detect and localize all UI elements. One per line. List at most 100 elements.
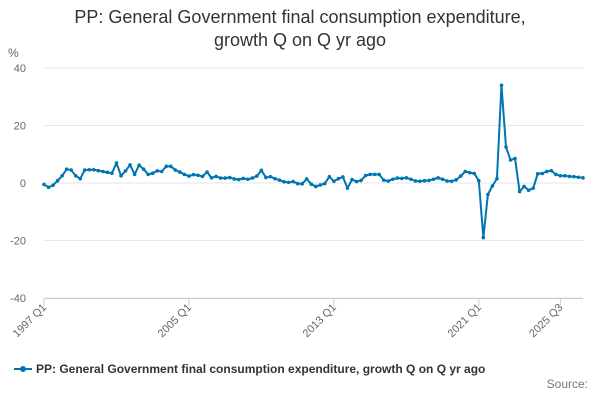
data-point[interactable] <box>490 184 495 188</box>
data-point[interactable] <box>572 174 576 179</box>
data-point[interactable] <box>332 179 336 184</box>
data-point[interactable] <box>92 167 96 172</box>
data-point[interactable] <box>440 177 445 182</box>
data-point[interactable] <box>477 178 481 183</box>
data-point[interactable] <box>377 172 381 177</box>
data-point[interactable] <box>178 170 182 174</box>
data-point[interactable] <box>96 168 101 173</box>
data-point[interactable] <box>313 184 318 189</box>
data-point[interactable] <box>345 186 350 190</box>
data-point[interactable] <box>295 181 300 186</box>
data-point[interactable] <box>463 169 468 174</box>
data-point[interactable] <box>259 168 264 173</box>
data-point[interactable] <box>255 174 259 178</box>
data-point[interactable] <box>558 174 563 178</box>
data-point[interactable] <box>273 176 277 181</box>
data-point[interactable] <box>409 177 413 182</box>
data-point[interactable] <box>404 176 409 180</box>
data-point[interactable] <box>413 179 418 183</box>
data-point[interactable] <box>567 174 572 179</box>
data-point[interactable] <box>119 174 123 178</box>
data-point[interactable] <box>282 180 286 184</box>
data-point[interactable] <box>576 175 581 180</box>
data-point[interactable] <box>277 178 282 182</box>
data-point[interactable] <box>123 169 128 173</box>
data-point[interactable] <box>173 168 178 172</box>
data-point[interactable] <box>445 179 449 183</box>
data-point[interactable] <box>137 163 141 167</box>
data-point[interactable] <box>82 168 87 172</box>
data-point[interactable] <box>196 173 200 178</box>
data-point[interactable] <box>69 168 73 172</box>
data-point[interactable] <box>467 170 472 175</box>
data-point[interactable] <box>508 158 513 162</box>
data-point[interactable] <box>363 173 368 178</box>
data-point[interactable] <box>472 171 477 176</box>
data-point[interactable] <box>128 163 132 167</box>
legend[interactable]: PP: General Government final consumption… <box>14 362 485 376</box>
data-point[interactable] <box>341 175 345 179</box>
data-point[interactable] <box>400 176 404 181</box>
data-point[interactable] <box>554 172 558 177</box>
data-point[interactable] <box>517 189 522 194</box>
data-point[interactable] <box>309 182 314 186</box>
data-point[interactable] <box>395 176 400 180</box>
data-point[interactable] <box>458 174 463 178</box>
data-point[interactable] <box>264 175 268 180</box>
data-point[interactable] <box>535 172 540 176</box>
data-point[interactable] <box>544 169 549 174</box>
data-point[interactable] <box>250 176 255 180</box>
data-point[interactable] <box>318 183 323 187</box>
data-point[interactable] <box>101 169 105 174</box>
data-point[interactable] <box>246 177 250 182</box>
data-point[interactable] <box>191 172 196 177</box>
data-point[interactable] <box>105 170 110 175</box>
data-point[interactable] <box>381 178 386 182</box>
data-point[interactable] <box>110 171 114 176</box>
data-point[interactable] <box>78 176 83 181</box>
data-point[interactable] <box>336 176 341 181</box>
data-point[interactable] <box>87 167 92 172</box>
data-point[interactable] <box>232 177 237 181</box>
data-point[interactable] <box>499 83 504 88</box>
data-point[interactable] <box>504 145 508 149</box>
data-point[interactable] <box>422 178 427 183</box>
data-point[interactable] <box>200 174 205 179</box>
data-point[interactable] <box>60 174 64 178</box>
data-point[interactable] <box>214 174 218 179</box>
data-point[interactable] <box>42 182 46 187</box>
data-point[interactable] <box>563 174 567 178</box>
data-point[interactable] <box>164 164 169 169</box>
data-point[interactable] <box>449 179 454 184</box>
data-point[interactable] <box>427 178 431 183</box>
data-point[interactable] <box>513 156 517 161</box>
data-point[interactable] <box>481 235 486 240</box>
data-point[interactable] <box>150 171 155 176</box>
data-point[interactable] <box>495 176 499 181</box>
data-point[interactable] <box>372 172 377 177</box>
data-point[interactable] <box>141 167 146 171</box>
data-point[interactable] <box>350 177 354 182</box>
data-point[interactable] <box>354 179 359 184</box>
data-point[interactable] <box>540 171 545 176</box>
data-point[interactable] <box>327 174 332 179</box>
data-point[interactable] <box>218 176 223 180</box>
data-point[interactable] <box>155 169 160 173</box>
data-point[interactable] <box>114 161 119 165</box>
data-point[interactable] <box>436 176 440 180</box>
data-point[interactable] <box>291 179 295 184</box>
data-point[interactable] <box>522 184 526 189</box>
data-point[interactable] <box>486 192 490 197</box>
data-point[interactable] <box>64 167 69 171</box>
data-point[interactable] <box>581 176 585 180</box>
data-point[interactable] <box>51 183 55 188</box>
data-point[interactable] <box>386 179 391 183</box>
data-point[interactable] <box>73 174 78 178</box>
data-point[interactable] <box>359 178 363 183</box>
data-point[interactable] <box>286 180 291 185</box>
data-point[interactable] <box>454 178 458 182</box>
data-point[interactable] <box>241 176 246 181</box>
data-point[interactable] <box>132 172 137 177</box>
data-point[interactable] <box>209 176 214 180</box>
data-point[interactable] <box>46 185 51 190</box>
